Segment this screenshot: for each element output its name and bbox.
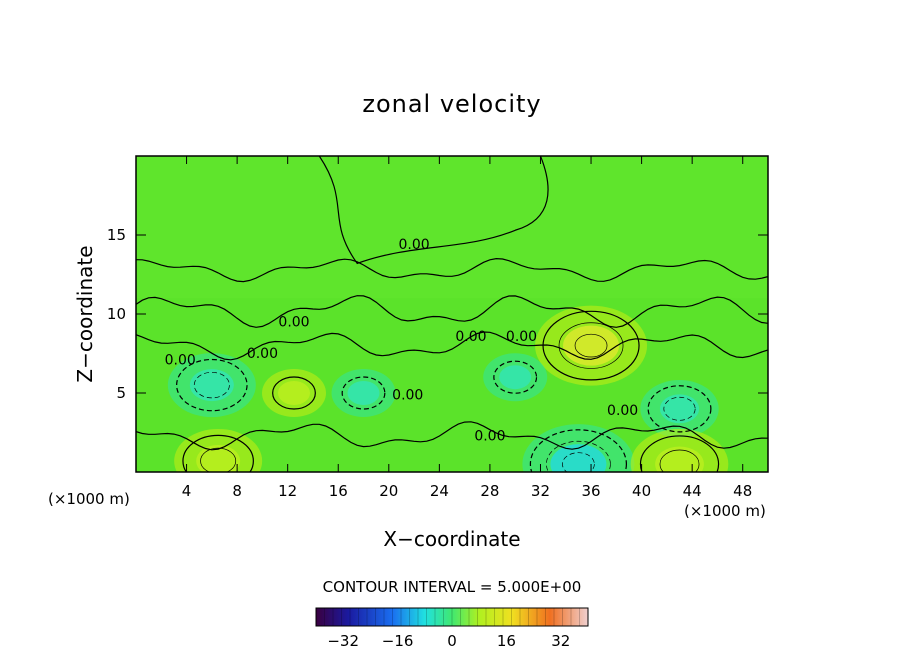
contour-ring bbox=[529, 429, 627, 472]
plot-area: 0.000.000.00 0.000.00 0.000.000.000.00 bbox=[135, 155, 769, 473]
contour-ring bbox=[639, 435, 720, 472]
zero-contour bbox=[136, 257, 768, 283]
contour-ring bbox=[663, 396, 696, 421]
contour-label: 0.00 bbox=[455, 329, 486, 345]
x-tick-label: 32 bbox=[531, 482, 550, 500]
x-tick-label: 16 bbox=[329, 482, 348, 500]
y-axis: 5 10 15 bbox=[107, 226, 768, 402]
contour-ring bbox=[558, 322, 624, 369]
contour-interval: CONTOUR INTERVAL = 5.000E+00 bbox=[323, 578, 582, 596]
zero-contour bbox=[318, 156, 549, 265]
x-tick-label: 24 bbox=[430, 482, 449, 500]
contour-lines bbox=[136, 156, 768, 472]
colorbar-tick-label: −16 bbox=[382, 632, 414, 650]
contour-ring bbox=[659, 449, 700, 472]
contour-ring bbox=[200, 447, 237, 472]
colorbar-tick-label: 0 bbox=[447, 632, 457, 650]
y-tick-label: 5 bbox=[116, 384, 126, 402]
colorbar-tick-label: −32 bbox=[327, 632, 359, 650]
contour-label: 0.00 bbox=[247, 346, 278, 362]
x-unit-right: (×1000 m) bbox=[684, 502, 766, 520]
y-axis-label: Z−coordinate bbox=[73, 245, 97, 382]
zero-contour bbox=[136, 421, 768, 451]
colorbar-tick-label: 16 bbox=[497, 632, 516, 650]
x-tick-label: 48 bbox=[733, 482, 752, 500]
contour-ring bbox=[182, 434, 254, 472]
field-core bbox=[347, 381, 380, 405]
contour-ring bbox=[546, 440, 611, 472]
x-tick-label: 12 bbox=[278, 482, 297, 500]
contour-label: 0.00 bbox=[398, 237, 429, 253]
x-tick-label: 28 bbox=[480, 482, 499, 500]
field-core bbox=[550, 444, 607, 472]
field-core bbox=[278, 381, 310, 405]
contour-ring bbox=[176, 358, 248, 412]
x-tick-label: 4 bbox=[182, 482, 192, 500]
field-core bbox=[499, 365, 532, 390]
contour-labels: 0.000.000.00 0.000.00 0.000.000.000.00 bbox=[165, 237, 639, 444]
contour-ring bbox=[193, 371, 230, 399]
chart-title: zonal velocity bbox=[362, 90, 541, 118]
contour-label: 0.00 bbox=[278, 315, 309, 331]
contour-label: 0.00 bbox=[165, 353, 196, 369]
y-tick-label: 10 bbox=[107, 305, 126, 323]
contour-label: 0.00 bbox=[506, 329, 537, 345]
contour-ring bbox=[647, 385, 712, 433]
colorbar-tick-label: 32 bbox=[551, 632, 570, 650]
upper-band bbox=[136, 156, 768, 299]
x-axis: 4 8 12 16 20 24 28 32 36 40 44 48 bbox=[182, 156, 752, 500]
contour-label: 0.00 bbox=[474, 428, 505, 444]
zero-contour bbox=[136, 331, 768, 361]
contour-label: 0.00 bbox=[392, 387, 423, 403]
contour-ring bbox=[574, 333, 608, 358]
x-unit-left: (×1000 m) bbox=[48, 490, 130, 508]
field-core bbox=[189, 369, 234, 402]
colorbar: −32 −16 0 16 32 bbox=[315, 607, 589, 650]
field-core bbox=[655, 446, 704, 472]
contour-ring bbox=[341, 376, 386, 410]
colorbar-stripes bbox=[324, 608, 580, 626]
x-tick-label: 40 bbox=[632, 482, 651, 500]
x-tick-label: 36 bbox=[581, 482, 600, 500]
field-core bbox=[196, 444, 241, 472]
colorbar-ticks: −32 −16 0 16 32 bbox=[327, 632, 570, 650]
contour-label: 0.00 bbox=[607, 403, 638, 419]
contour-ring bbox=[562, 452, 595, 472]
contour-ring bbox=[493, 360, 538, 394]
field-core bbox=[659, 394, 700, 424]
x-axis-label: X−coordinate bbox=[383, 527, 520, 551]
y-tick-label: 15 bbox=[107, 226, 126, 244]
contour-ring bbox=[272, 376, 316, 410]
x-tick-label: 44 bbox=[683, 482, 702, 500]
zero-contour bbox=[136, 295, 768, 328]
field-core bbox=[563, 325, 620, 366]
x-tick-label: 8 bbox=[232, 482, 242, 500]
x-tick-label: 20 bbox=[379, 482, 398, 500]
